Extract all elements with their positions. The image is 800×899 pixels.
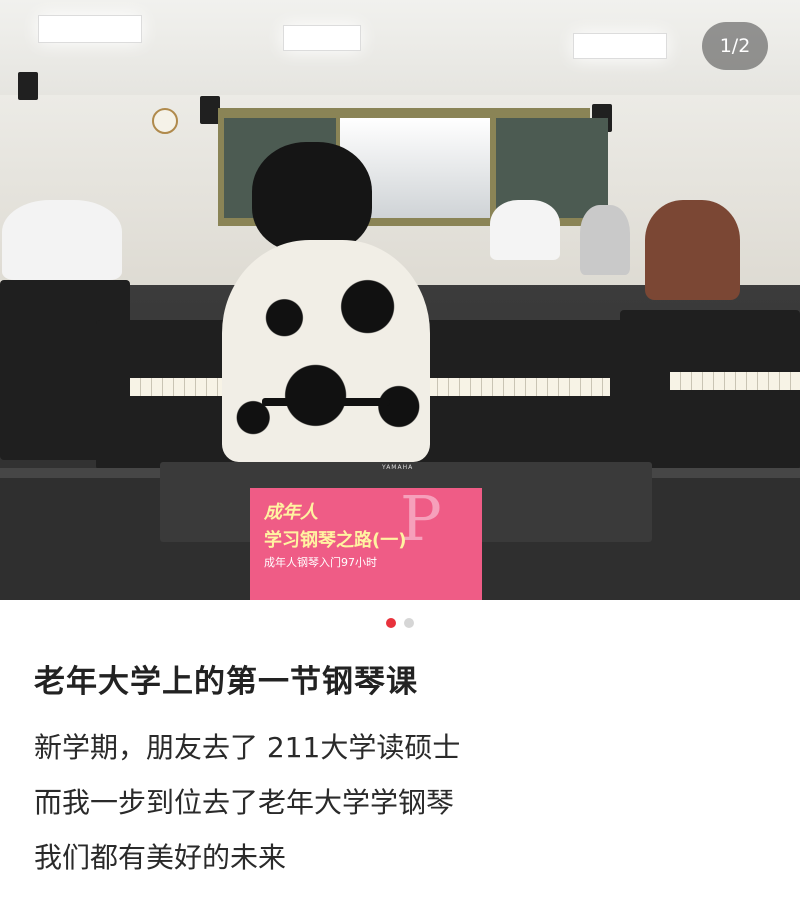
ceiling-light [283,25,361,51]
wall-clock [152,108,178,134]
book-subtitle: 成年人钢琴入门97小时 [264,556,377,569]
carousel-dot-1[interactable] [386,618,396,628]
post-body-line: 我们都有美好的未来 [34,841,287,874]
carousel-dot-2[interactable] [404,618,414,628]
piano-brand-label: YAMAHA [382,464,414,471]
wall-speaker [18,72,38,100]
carousel-dots [0,618,800,628]
wall-speaker [200,96,220,124]
student [580,205,630,275]
post-body-line: 新学期，朋友去了 211大学读硕士 [34,731,461,764]
student [490,200,560,260]
book-title-line1: 成年人 [264,502,318,523]
dress-belt [262,398,390,406]
post-photo[interactable]: YAMAHA P 成年人 学习钢琴之路(一) 成年人钢琴入门97小时 1/2 [0,0,800,600]
post-body-line: 而我一步到位去了老年大学学钢琴 [34,786,455,819]
ceiling [0,0,800,110]
book-cover-letter: P [400,488,442,555]
book-title-line2: 学习钢琴之路(一) [264,530,407,551]
piano-keys [670,372,800,390]
woman-hair [252,142,372,252]
post-body: 新学期，朋友去了 211大学读硕士 而我一步到位去了老年大学学钢琴 我们都有美好… [34,720,460,885]
woman-dress [222,240,430,462]
piano-book: P 成年人 学习钢琴之路(一) 成年人钢琴入门97小时 [250,488,482,600]
piano [620,310,800,470]
ceiling-light [38,15,142,43]
student [645,200,740,300]
student [2,200,122,280]
post-title: 老年大学上的第一节钢琴课 [34,664,418,700]
image-counter: 1/2 [702,22,768,70]
ceiling-light [573,33,667,59]
